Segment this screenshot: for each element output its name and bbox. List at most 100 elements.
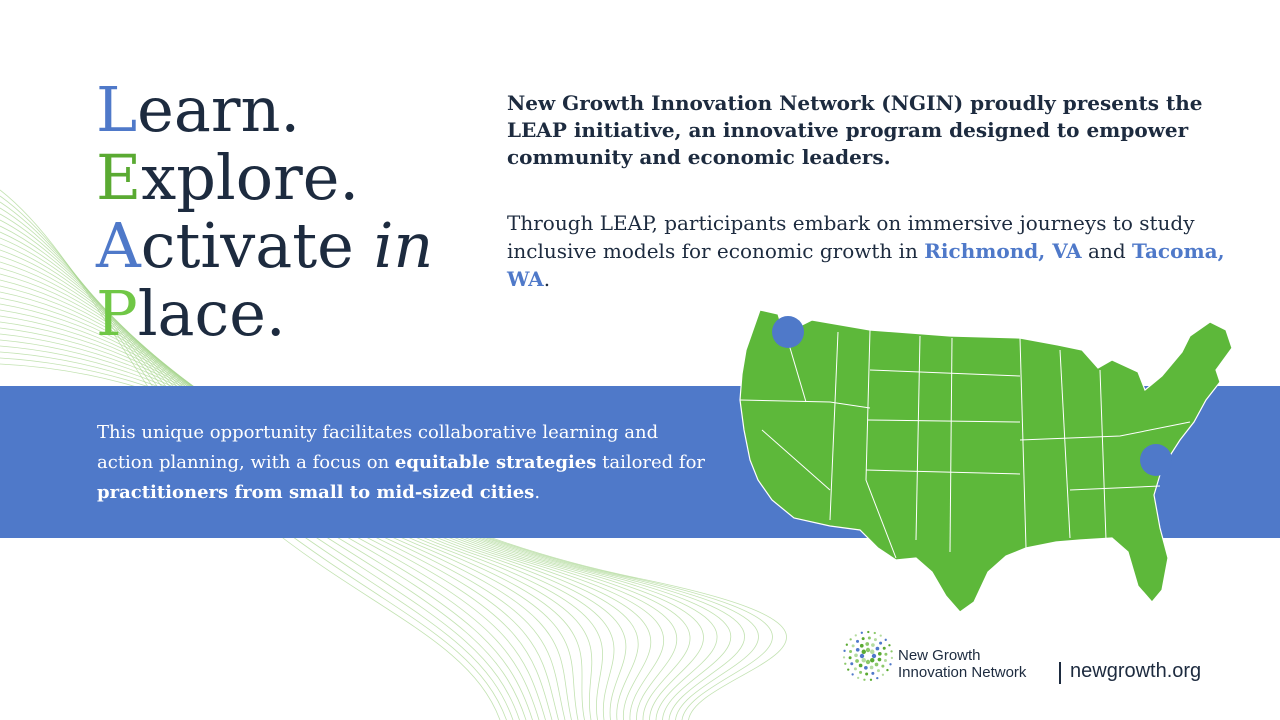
logo-dot xyxy=(851,644,855,648)
headline-line-explore: Explore. xyxy=(96,144,433,212)
logo-dot xyxy=(858,663,863,668)
headline-line-place: Place. xyxy=(96,280,433,348)
headline-rest-learn: earn. xyxy=(137,73,301,146)
wave-line xyxy=(0,327,704,720)
logo-dot xyxy=(855,659,859,663)
logo-dot xyxy=(884,652,888,656)
logo-dot xyxy=(881,673,885,676)
journey-paragraph: Through LEAP, participants embark on imm… xyxy=(507,209,1227,293)
logo-dot xyxy=(860,631,863,634)
logo-dot xyxy=(876,669,880,673)
logo-dot xyxy=(881,664,885,668)
logo-dot xyxy=(879,641,883,645)
logo-dot xyxy=(888,644,891,647)
logo-dot xyxy=(873,631,876,635)
logo-dot xyxy=(848,656,852,660)
headline-initial-l: L xyxy=(96,73,138,146)
logo-dot xyxy=(842,656,846,659)
wave-line xyxy=(0,303,652,720)
logo-dot xyxy=(853,667,857,671)
logo-dot xyxy=(859,670,863,674)
headline-initial-a: A xyxy=(96,209,141,282)
wave-line xyxy=(0,321,691,720)
logo-dot xyxy=(877,651,882,656)
logo-dot xyxy=(886,668,889,672)
opportunity-paragraph: This unique opportunity facilitates coll… xyxy=(97,418,717,508)
logo-dot xyxy=(890,650,893,653)
wave-line xyxy=(0,309,664,720)
logo-dot xyxy=(859,643,864,648)
opportunity-text-1: This unique opportunity facilitates coll… xyxy=(97,422,659,473)
wave-line xyxy=(0,333,718,720)
website-url: newgrowth.org xyxy=(1070,660,1202,682)
logo-dot xyxy=(876,676,879,680)
logo-dot xyxy=(871,643,875,647)
logo-dot xyxy=(877,657,882,662)
logo-dot xyxy=(855,647,860,652)
logo-dot xyxy=(870,658,875,663)
logo-dot xyxy=(863,678,866,681)
logo-dot xyxy=(865,647,871,653)
wave-line xyxy=(0,297,639,720)
logo-dot xyxy=(865,672,869,676)
headline-initial-e: E xyxy=(96,141,142,214)
opportunity-bold-practitioners: practitioners from small to mid-sized ci… xyxy=(97,482,535,503)
us-landmass xyxy=(739,309,1233,613)
wave-line xyxy=(0,291,627,720)
logo-dot xyxy=(869,678,873,681)
logo-dot xyxy=(867,630,870,634)
logo-dot xyxy=(859,653,865,659)
logo-dot xyxy=(869,665,874,670)
journey-text-before: Through LEAP, participants embark on imm… xyxy=(507,211,1195,263)
logo-dot xyxy=(884,638,887,641)
headline: Learn. Explore. Activate in Place. xyxy=(96,76,433,348)
logo-dot xyxy=(883,658,887,662)
us-map xyxy=(739,309,1233,613)
headline-italic-in: in xyxy=(373,209,434,282)
wave-line xyxy=(0,279,603,720)
logo-dot xyxy=(844,662,847,665)
headline-line-learn: Learn. xyxy=(96,76,433,144)
opportunity-text-3: . xyxy=(534,482,541,503)
headline-initial-p: P xyxy=(96,277,138,350)
wave-line xyxy=(0,315,678,720)
logo-wordmark: New Growth Innovation Network xyxy=(898,647,1026,681)
logo-dot xyxy=(843,649,846,652)
logo-dot xyxy=(870,649,875,654)
logo-dot xyxy=(889,663,892,666)
logo-dot xyxy=(851,673,854,676)
logo-dot xyxy=(857,676,860,680)
headline-line-activate: Activate in xyxy=(96,212,433,280)
logo-dot xyxy=(865,642,870,646)
logo-dot xyxy=(873,638,877,642)
logo-dot xyxy=(849,650,853,654)
logo-dot xyxy=(850,662,854,666)
logo-dot xyxy=(864,665,868,670)
headline-rest-activate: ctivate xyxy=(140,209,374,282)
logo-name-line2: Innovation Network xyxy=(898,664,1027,681)
intro-paragraph: New Growth Innovation Network (NGIN) pro… xyxy=(507,91,1203,169)
headline-rest-place: lace. xyxy=(137,277,286,350)
logo-dot xyxy=(861,649,866,654)
logo-dot xyxy=(882,646,886,650)
logo-separator xyxy=(1059,662,1061,684)
opportunity-text-2: tailored for xyxy=(596,452,706,473)
journey-text-mid: and xyxy=(1081,239,1132,263)
logo-dot xyxy=(890,656,894,660)
logo-dot xyxy=(854,634,857,637)
logo-dot xyxy=(845,643,848,646)
logo-dot xyxy=(854,653,858,658)
logo-dot xyxy=(871,671,875,675)
marker-tacoma xyxy=(772,316,804,348)
city-richmond: Richmond, VA xyxy=(924,239,1082,263)
logo-dot xyxy=(875,646,880,651)
marker-richmond xyxy=(1140,444,1172,476)
logo-dot xyxy=(861,658,866,663)
logo-dot xyxy=(847,668,850,671)
logo-dot xyxy=(867,636,871,640)
logo-dot xyxy=(856,639,860,643)
logo-dot xyxy=(861,637,865,641)
logo-dot xyxy=(874,662,879,667)
opportunity-bold-equitable: equitable strategies xyxy=(394,452,597,473)
headline-rest-explore: xplore. xyxy=(141,141,360,214)
